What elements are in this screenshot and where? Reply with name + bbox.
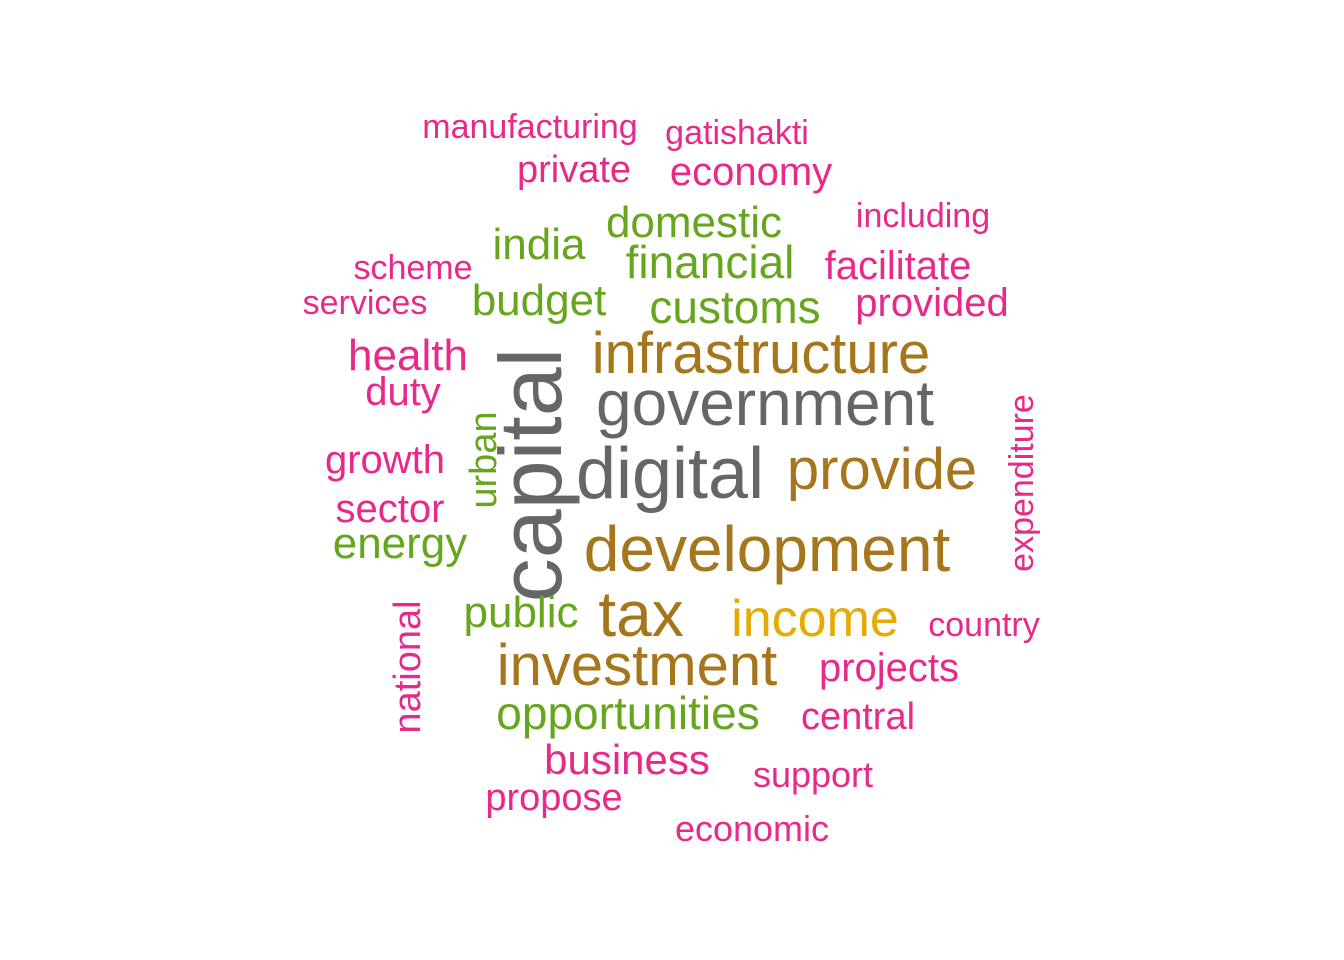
word-central: central — [800, 696, 916, 738]
word-national: national — [387, 600, 429, 734]
word-manufacturing: manufacturing — [422, 108, 638, 146]
word-provided: provided — [855, 281, 1009, 325]
word-facilitate: facilitate — [824, 244, 972, 288]
word-provide: provide — [786, 437, 978, 502]
word-tax: tax — [598, 578, 684, 650]
word-income: income — [731, 590, 899, 648]
word-energy: energy — [332, 519, 468, 568]
word-investment: investment — [496, 633, 778, 698]
word-business: business — [544, 736, 710, 783]
word-support: support — [752, 754, 874, 795]
word-budget: budget — [471, 276, 607, 325]
word-urban: urban — [463, 411, 505, 509]
word-gatishakti: gatishakti — [665, 114, 809, 152]
word-digital: digital — [575, 434, 765, 514]
word-duty: duty — [365, 370, 441, 414]
word-economy: economy — [669, 150, 833, 194]
word-private: private — [516, 149, 632, 191]
word-government: government — [596, 367, 934, 439]
word-opportunities: opportunities — [496, 687, 760, 739]
word-services: services — [302, 284, 428, 322]
word-financial: financial — [625, 236, 795, 288]
word-development: development — [583, 513, 951, 585]
word-public: public — [463, 588, 579, 637]
word-projects: projects — [818, 646, 960, 690]
word-india: india — [492, 220, 586, 269]
word-scheme: scheme — [353, 249, 473, 287]
word-country: country — [928, 606, 1040, 644]
word-domestic: domestic — [605, 198, 783, 247]
word-including: including — [855, 197, 991, 235]
word-expenditure: expenditure — [1003, 394, 1041, 572]
word-infrastructure: infrastructure — [591, 321, 931, 386]
word-health: health — [348, 331, 468, 380]
word-economic: economic — [674, 808, 830, 849]
word-growth: growth — [324, 438, 446, 482]
word-sector: sector — [335, 487, 445, 531]
word-customs: customs — [649, 281, 821, 333]
word-propose: propose — [485, 777, 623, 819]
